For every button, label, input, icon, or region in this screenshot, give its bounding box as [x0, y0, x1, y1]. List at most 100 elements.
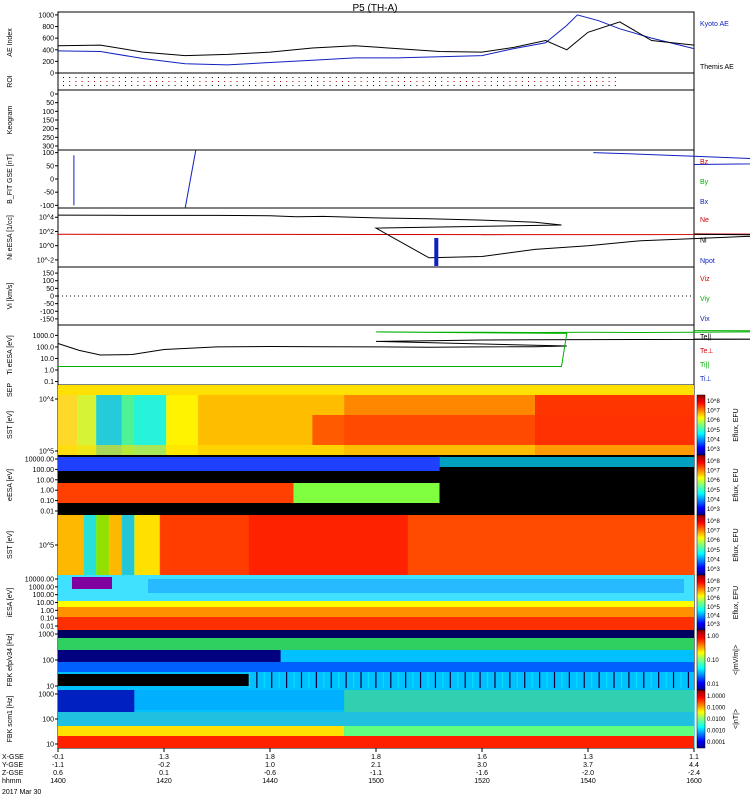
series-6-0: [57, 338, 750, 356]
xrow-value-1-6: 4.4: [689, 762, 699, 769]
roi-dot-0-15: [156, 77, 157, 78]
xrow-value-0-0: -0.1: [52, 754, 64, 761]
roi-dot-0-77: [540, 77, 542, 78]
roi-dot-2-19: [180, 85, 182, 86]
fbk1-stripe-42: [561, 672, 563, 688]
roi-dot-1-9: [118, 81, 120, 82]
iesa-orange: [58, 607, 694, 617]
roi-dot-0-82: [571, 77, 573, 78]
roi-dot-1-87: [602, 81, 604, 82]
roi-dot-1-11: [131, 81, 133, 82]
roi-dot-0-54: [397, 77, 399, 78]
xrow-value-0-3: 1.8: [371, 754, 381, 761]
roi-dot-0-49: [366, 77, 368, 78]
colorbar-tick-fbk1-2: 0.01: [707, 682, 719, 688]
ytick-label-5-5: 100: [42, 278, 54, 285]
roi-dot-1-60: [435, 81, 436, 82]
fbk1-stripe-50: [620, 672, 623, 688]
roi-dot-0-0: [63, 77, 64, 78]
colorbar-sst2: [696, 514, 706, 576]
colorbar-tick-sst2-2: 10^6: [707, 538, 720, 544]
roi-dot-2-45: [342, 85, 343, 86]
roi-dot-1-86: [596, 81, 598, 82]
roi-dot-2-30: [249, 85, 250, 86]
bx-spike-2: [184, 149, 197, 209]
fbk1-stripe-45: [583, 672, 585, 688]
roi-dot-0-76: [534, 77, 536, 78]
x-axis-annotations: X-GSE -0.1 1.3 1.8 1.8 1.6 1.3 1.1 Y-GSE -1.1 -0.2…: [2, 748, 702, 796]
fbk1-stripe-41: [553, 672, 556, 688]
roi-dot-0-87: [602, 77, 604, 78]
legend-4-0: Ne: [700, 217, 709, 224]
ytick-label-5-6: 150: [42, 271, 54, 278]
ytick-label-5-3: 0: [50, 294, 54, 301]
roi-dot-2-79: [552, 85, 554, 86]
xrow-value-3-6: 1600: [686, 778, 702, 785]
roi-dot-1-8: [112, 81, 114, 82]
ytick-label-6-3: 100.0: [36, 344, 54, 351]
roi-dot-2-63: [453, 85, 455, 86]
roi-dot-2-17: [168, 85, 170, 86]
roi-dot-2-67: [478, 85, 480, 86]
roi-dot-1-30: [249, 81, 250, 82]
roi-dot-0-19: [180, 77, 182, 78]
roi-dot-0-62: [447, 77, 449, 78]
xrow-value-1-3: 2.1: [371, 762, 381, 769]
roi-dot-1-59: [428, 81, 430, 82]
ytick-label-2-6: 300: [42, 144, 54, 151]
colorbar-tick-eesa-2: 10^6: [707, 478, 720, 484]
roi-dot-2-77: [540, 85, 542, 86]
roi-dot-2-52: [385, 85, 387, 86]
legend-5-1: Viy: [700, 296, 710, 303]
eesa-mid-green: [293, 483, 440, 503]
fbk1-stripe-40: [546, 672, 548, 688]
roi-dot-1-75: [528, 81, 529, 82]
roi-dot-1-35: [280, 81, 281, 82]
fbk1-top: [58, 630, 694, 638]
roi-dot-2-11: [131, 85, 133, 86]
xrow-label-3: hhmm: [2, 778, 22, 785]
fbk1-stripe-33: [494, 672, 496, 688]
roi-dot-1-36: [286, 81, 288, 82]
roi-dot-2-69: [490, 85, 492, 86]
roi-dot-1-81: [565, 81, 567, 82]
roi-dot-1-48: [360, 81, 362, 82]
roi-dot-0-66: [472, 77, 474, 78]
roi-dot-1-69: [490, 81, 492, 82]
fbk1-stripe-58: [680, 672, 682, 688]
roi-dot-1-82: [571, 81, 573, 82]
ytick-label-12-2: 10: [46, 684, 54, 691]
ytick-label-3-1: -50: [44, 190, 54, 197]
colorbar-tick-sst2-0: 10^8: [707, 519, 720, 525]
xrow-value-3-0: 1400: [50, 778, 66, 785]
roi-dot-1-6: [100, 81, 102, 82]
roi-dot-1-28: [236, 81, 238, 82]
ylabel-12: FBK efp/v34 [Hz]: [7, 633, 14, 686]
roi-dot-1-65: [466, 81, 467, 82]
fbk1-stripe-24: [427, 672, 429, 688]
roi-dot-0-29: [242, 77, 244, 78]
xrow-value-3-2: 1440: [262, 778, 278, 785]
roi-dot-2-21: [193, 85, 195, 86]
xrow-value-3-1: 1420: [156, 778, 172, 785]
roi-dot-2-42: [323, 85, 325, 86]
ytick-label-9-4: 0.10: [40, 498, 54, 505]
ytick-label-12-0: 1000: [38, 632, 54, 639]
roi-dot-0-33: [267, 77, 269, 78]
roi-dot-2-48: [360, 85, 362, 86]
roi-dot-1-42: [323, 81, 325, 82]
heatmap-band-1-8: [407, 515, 695, 575]
ytick-label-6-1: 1.0: [44, 368, 54, 375]
roi-dot-2-76: [534, 85, 536, 86]
roi-dot-2-34: [273, 85, 275, 86]
roi-dot-1-66: [472, 81, 474, 82]
roi-dot-2-78: [546, 85, 548, 86]
fbk1-stripe-38: [531, 672, 533, 688]
ytick-label-4-2: 10^2: [39, 229, 54, 236]
fbk1-stripe-10: [323, 672, 325, 688]
colorbar-tick-eesa-3: 10^5: [707, 488, 720, 494]
ytick-label-12-1: 100: [42, 658, 54, 665]
ylabel-1: ROI: [7, 75, 14, 88]
roi-dot-0-3: [81, 77, 83, 78]
